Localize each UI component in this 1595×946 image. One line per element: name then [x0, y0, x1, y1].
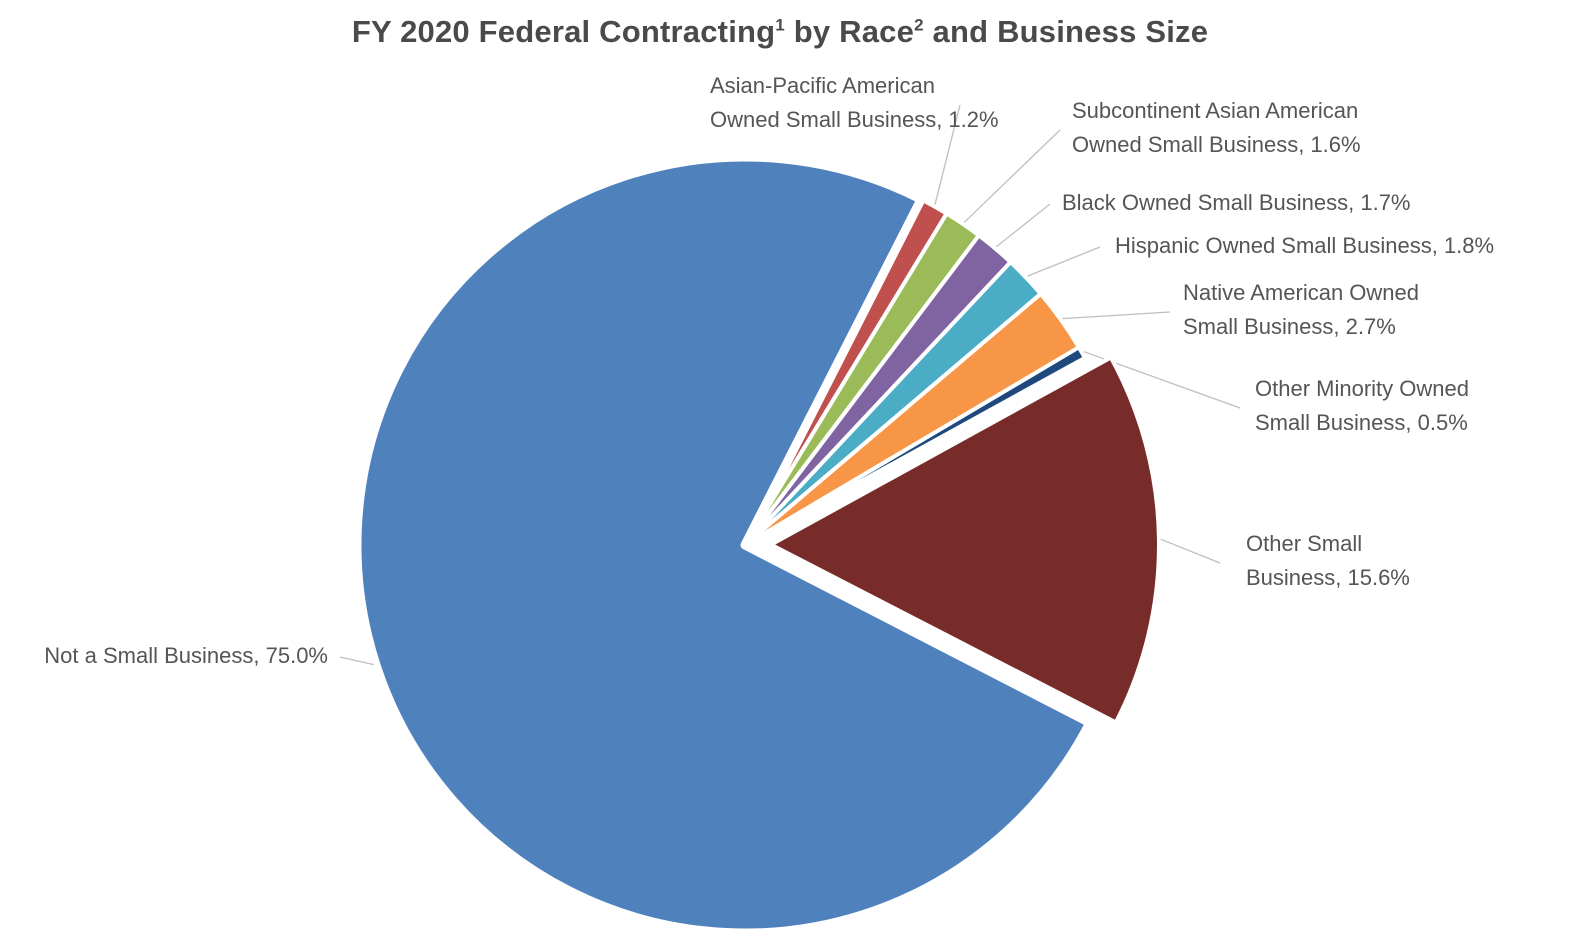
leader-line-2: [995, 203, 1051, 248]
slice-label-5: Other Minority Owned Small Business, 0.5%: [1255, 376, 1469, 435]
slice-label-2: Black Owned Small Business, 1.7%: [1062, 190, 1411, 215]
leader-line-1: [963, 129, 1061, 223]
slice-label-6: Other Small Business, 15.6%: [1246, 531, 1410, 590]
leader-line-4: [1062, 311, 1171, 320]
pie-slice-7: [352, 152, 1095, 938]
pie-slice-6: [768, 355, 1161, 725]
pie-slice-5: [743, 345, 1087, 547]
slice-label-0: Asian-Pacific American Owned Small Busine…: [710, 73, 999, 132]
slice-label-3: Hispanic Owned Small Business, 1.8%: [1115, 233, 1494, 258]
leader-line-3: [1027, 246, 1101, 277]
slice-label-4: Native American Owned Small Business, 2.7…: [1183, 280, 1419, 339]
chart-title: FY 2020 Federal Contracting1 by Race2 an…: [351, 14, 1209, 49]
leader-line-0: [934, 104, 961, 205]
slice-label-7: Not a Small Business, 75.0%: [44, 643, 328, 668]
slice-label-1: Subcontinent Asian American Owned Small B…: [1072, 98, 1361, 157]
leader-line-7: [339, 656, 374, 666]
leader-line-6: [1160, 538, 1221, 564]
